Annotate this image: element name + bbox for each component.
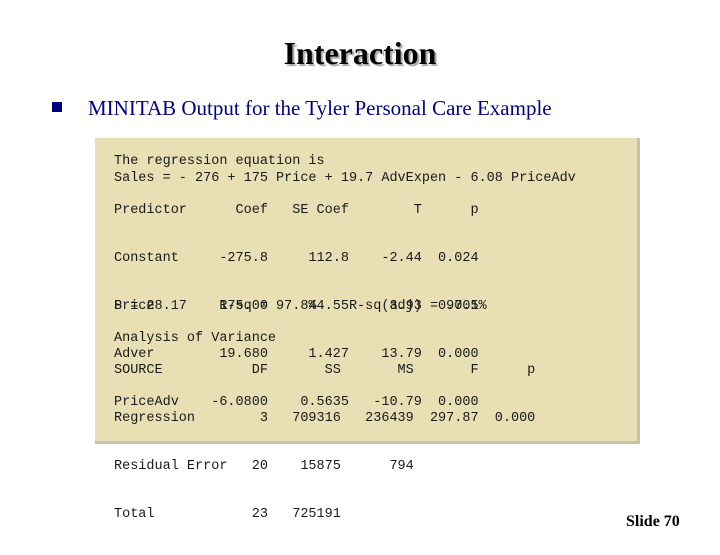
slide-title: Interaction xyxy=(283,35,437,71)
slide-number: 70 xyxy=(663,513,680,530)
square-bullet-icon xyxy=(52,102,62,112)
predictor-row-constant: Constant -275.8 112.8 -2.44 0.024 xyxy=(114,251,479,266)
bullet-text: MINITAB Output for the Tyler Personal Ca… xyxy=(88,96,552,120)
anova-table: Regression 3 709316 236439 297.87 0.000 … xyxy=(114,379,535,555)
anova-table-header: SOURCE DF SS MS F p xyxy=(114,363,536,378)
minitab-output-panel: The regression equation is Sales = - 276… xyxy=(95,138,640,522)
regression-equation: Sales = - 276 + 175 Price + 19.7 AdvExpe… xyxy=(114,171,576,186)
predictor-row-priceadv: PriceAdv -6.0800 0.5635 -10.79 0.000 xyxy=(114,395,479,410)
slide-number-footer: Slide 70 xyxy=(626,512,680,532)
anova-row-residual-error: Residual Error 20 15875 794 xyxy=(114,459,414,474)
slide-label: Slide xyxy=(626,513,660,530)
predictor-row-price: Price 175.00 44.55 3.93 0.001 xyxy=(114,299,479,314)
model-fit-statistics: S = 28.17 R-sq = 97.8% R-sq(adj) = 97.5% xyxy=(114,299,487,314)
predictor-table: Constant -275.8 112.8 -2.44 0.024 Price … xyxy=(114,219,479,443)
predictor-row-adver: Adver 19.680 1.427 13.79 0.000 xyxy=(114,347,479,362)
anova-title: Analysis of Variance xyxy=(114,331,277,346)
predictor-table-header: Predictor Coef SE Coef T p xyxy=(114,203,479,218)
anova-row-total: Total 23 725191 xyxy=(114,507,341,522)
anova-row-regression: Regression 3 709316 236439 297.87 0.000 xyxy=(114,411,536,426)
equation-heading: The regression equation is xyxy=(114,154,325,169)
